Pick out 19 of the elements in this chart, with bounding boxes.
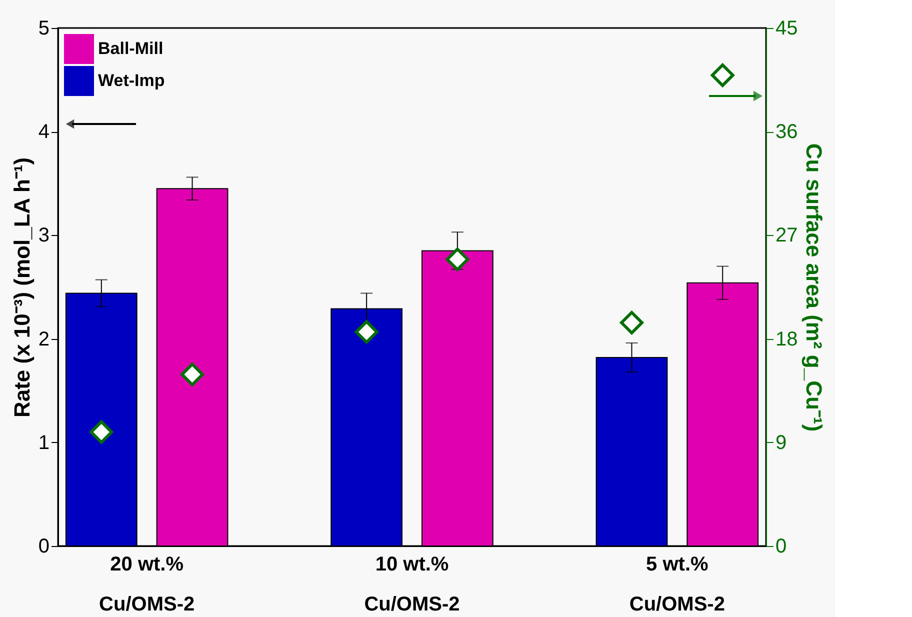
legend-label: Ball-Mill bbox=[98, 39, 164, 58]
y-axis-title: Rate (x 10⁻³) (mol_LA h⁻¹) bbox=[9, 157, 34, 418]
y2-tick-label: 45 bbox=[776, 18, 798, 40]
y2-tick-label: 18 bbox=[776, 328, 798, 350]
y2-tick-label: 0 bbox=[776, 536, 787, 558]
y-tick-label: 4 bbox=[38, 121, 50, 144]
y-tick-label: 3 bbox=[38, 224, 50, 247]
x-tick-label: 20 wt.% Cu/OMS-2 bbox=[99, 554, 195, 616]
y2-tick-label: 36 bbox=[776, 121, 798, 144]
legend-label: Wet-Imp bbox=[98, 71, 165, 90]
y-tick-label: 1 bbox=[38, 432, 50, 454]
y-tick-label: 2 bbox=[38, 328, 50, 350]
x-tick-label: 10 wt.% Cu/OMS-2 bbox=[364, 554, 460, 616]
x-tick-label: 5 wt.% Cu/OMS-2 bbox=[629, 554, 725, 616]
y2-tick-label: 27 bbox=[776, 224, 798, 247]
y2-axis-title: Cu surface area (m² g_Cu⁻¹) bbox=[802, 143, 827, 432]
y-tick-label: 0 bbox=[38, 536, 50, 558]
y-tick-label: 5 bbox=[38, 18, 50, 40]
y2-tick-label: 9 bbox=[776, 432, 787, 454]
